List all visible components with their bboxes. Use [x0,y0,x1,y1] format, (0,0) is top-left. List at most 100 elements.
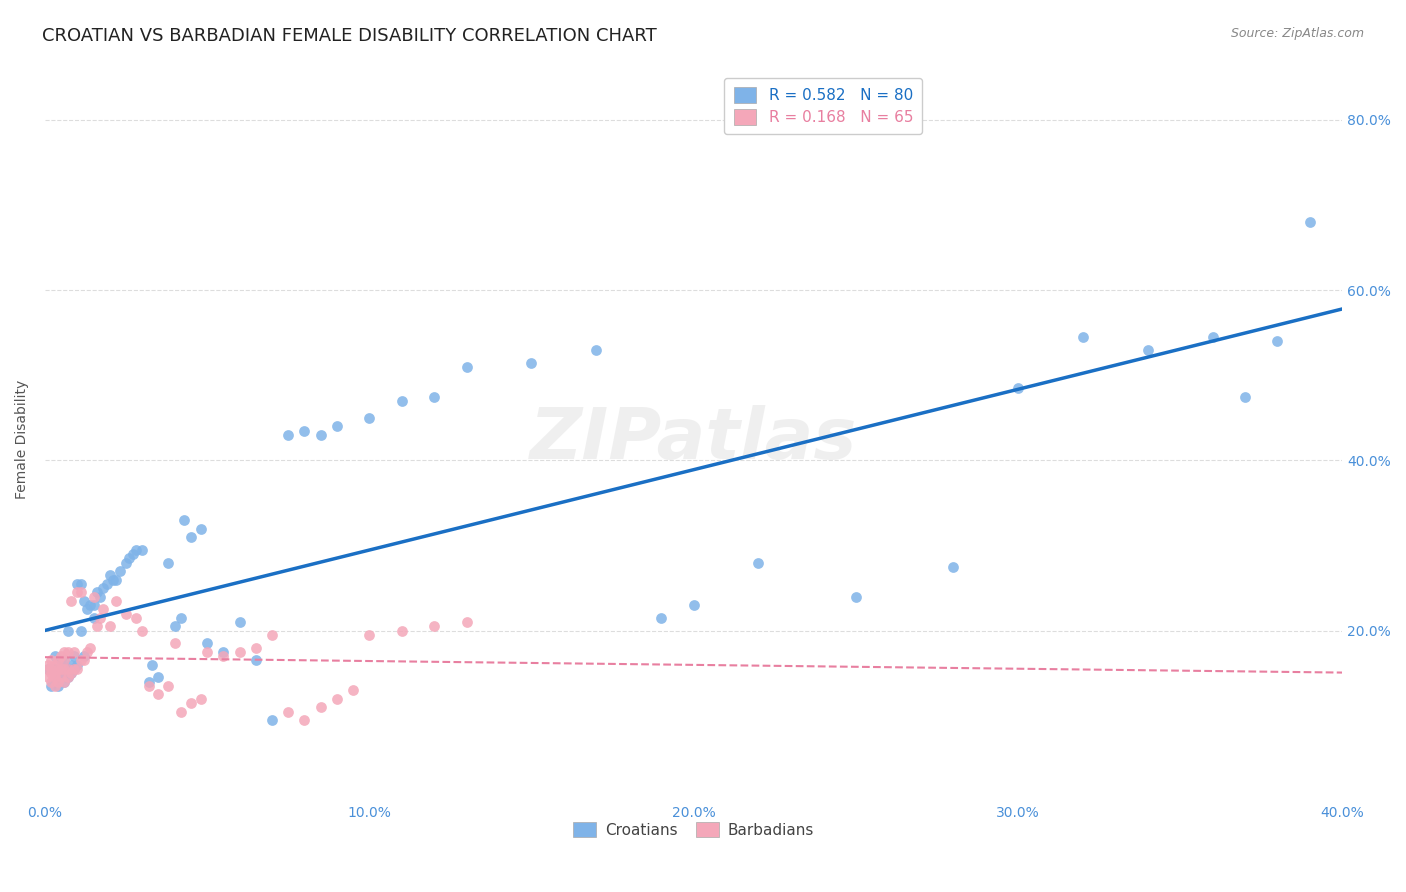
Point [309,428,332,442]
Point [37,662,59,676]
Text: ZIPatlas: ZIPatlas [530,405,858,474]
Point [98,619,121,633]
Point [66,585,89,599]
Point [190,522,212,536]
Point [41,679,63,693]
Point [942,559,965,574]
Point [73,653,96,667]
Point [63,662,86,676]
Point [1201,330,1223,344]
Point [56,670,79,684]
Point [59,666,82,681]
Point [138,679,160,693]
Point [46,662,69,676]
Point [41,666,63,681]
Point [83,598,105,612]
Point [53,653,76,667]
Point [228,645,250,659]
Point [326,419,349,434]
Point [138,674,160,689]
Point [163,619,186,633]
Point [294,713,316,727]
Point [44,679,66,693]
Point [69,577,91,591]
Point [148,670,170,684]
Point [56,662,79,676]
Point [53,674,76,689]
Point [53,645,76,659]
Point [342,683,364,698]
Point [66,577,89,591]
Point [359,410,381,425]
Point [294,424,316,438]
Point [51,670,73,684]
Point [682,598,704,612]
Point [46,679,69,693]
Point [277,428,299,442]
Point [69,624,91,638]
Point [37,662,59,676]
Point [456,359,478,374]
Point [212,645,235,659]
Point [170,611,193,625]
Point [1299,215,1322,229]
Point [101,573,124,587]
Point [86,585,108,599]
Point [59,666,82,681]
Point [51,662,73,676]
Point [69,653,91,667]
Point [650,611,672,625]
Point [76,645,98,659]
Point [157,556,180,570]
Point [309,700,332,714]
Text: CROATIAN VS BARBADIAN FEMALE DISABILITY CORRELATION CHART: CROATIAN VS BARBADIAN FEMALE DISABILITY … [42,27,657,45]
Point [141,657,163,672]
Point [121,547,143,561]
Point [59,594,82,608]
Point [46,662,69,676]
Point [125,542,148,557]
Point [37,670,59,684]
Point [98,568,121,582]
Point [83,611,105,625]
Point [115,556,138,570]
Point [53,653,76,667]
Point [63,645,86,659]
Point [56,624,79,638]
Point [260,713,283,727]
Point [51,662,73,676]
Point [56,645,79,659]
Point [53,674,76,689]
Point [148,688,170,702]
Point [163,636,186,650]
Point [195,636,218,650]
Point [66,662,89,676]
Point [423,619,446,633]
Point [37,657,59,672]
Point [520,355,543,369]
Point [359,628,381,642]
Point [105,594,128,608]
Point [89,590,111,604]
Point [423,390,446,404]
Point [69,585,91,599]
Point [391,393,413,408]
Point [44,662,66,676]
Point [41,653,63,667]
Point [79,640,101,655]
Point [131,624,153,638]
Point [1136,343,1159,357]
Point [41,662,63,676]
Point [51,653,73,667]
Point [53,666,76,681]
Point [79,598,101,612]
Point [44,666,66,681]
Point [180,696,202,710]
Point [44,670,66,684]
Point [180,530,202,544]
Point [1233,390,1256,404]
Point [44,657,66,672]
Point [41,662,63,676]
Point [1267,334,1289,349]
Point [277,705,299,719]
